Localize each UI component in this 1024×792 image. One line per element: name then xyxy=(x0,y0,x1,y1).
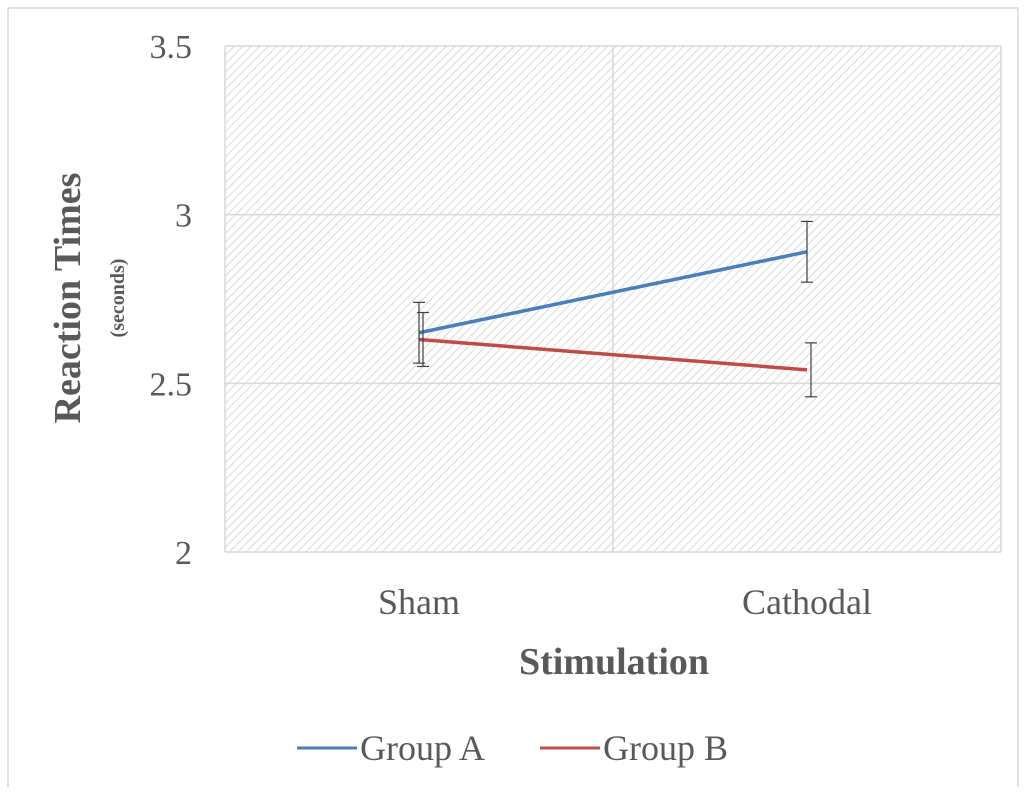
error-bar xyxy=(417,311,429,368)
legend-label-group-a: Group A xyxy=(360,728,485,768)
series-lines xyxy=(418,250,808,372)
y-tick-label: 3.5 xyxy=(150,29,193,66)
x-axis-categories: Sham Cathodal xyxy=(378,582,872,622)
legend-label-group-b: Group B xyxy=(603,728,728,768)
error-bar xyxy=(805,342,817,398)
error-bar xyxy=(801,220,813,283)
x-axis-title: Stimulation xyxy=(519,641,709,683)
x-category-label: Sham xyxy=(378,582,460,622)
y-tick-label: 2 xyxy=(175,535,192,572)
x-category-label: Cathodal xyxy=(742,582,872,622)
gridlines xyxy=(224,45,1002,553)
y-tick-label: 2.5 xyxy=(150,366,193,403)
error-bars xyxy=(413,220,817,398)
y-axis-ticks: 2 2.5 3 3.5 xyxy=(150,29,193,572)
y-tick-label: 3 xyxy=(175,198,192,235)
series-line-group-a xyxy=(418,250,808,335)
series-line-group-b xyxy=(418,337,808,372)
y-axis-title-group: Reaction Times (seconds) xyxy=(47,173,129,424)
y-axis-subtitle: (seconds) xyxy=(107,259,129,338)
y-axis-title: Reaction Times xyxy=(47,173,89,424)
legend: Group A Group B xyxy=(297,728,728,768)
